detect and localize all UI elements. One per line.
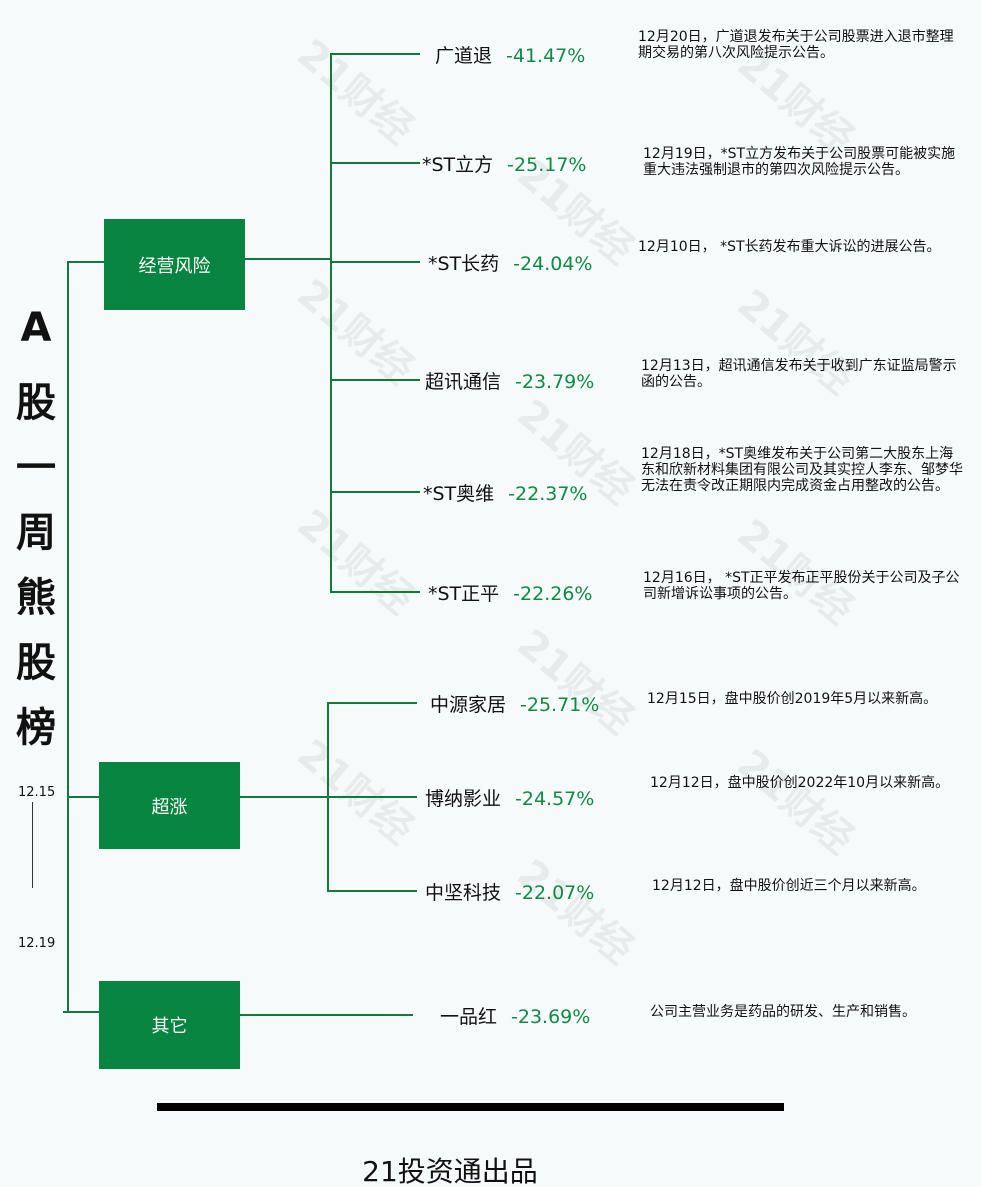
stock-name: *ST奥维 <box>423 483 495 505</box>
title-char: 周 <box>16 510 56 556</box>
stock-name: 中源家居 <box>430 694 507 716</box>
title-char: 一 <box>16 445 56 491</box>
stock-name: *ST正平 <box>428 583 500 605</box>
divider-bar <box>157 1103 784 1111</box>
connector <box>328 796 417 798</box>
stock-entry: *ST长药 -24.04% <box>428 249 592 276</box>
connector <box>331 491 420 493</box>
watermark: 21财经 <box>508 850 643 974</box>
stock-name: *ST长药 <box>428 253 500 275</box>
watermark: 21财经 <box>288 500 423 624</box>
stock-note: 12月10日， *ST长药发布重大诉讼的进展公告。 <box>638 239 941 255</box>
stock-note: 12月19日，*ST立方发布关于公司股票可能被实施重大违法强制退市的第四次风险提… <box>643 146 956 178</box>
stock-entry: 博纳影业 -24.57% <box>425 784 594 811</box>
stock-change: -23.69% <box>511 1006 591 1028</box>
stock-entry: *ST奥维 -22.37% <box>423 479 587 506</box>
branch-line <box>330 53 332 593</box>
watermark: 21财经 <box>508 620 643 744</box>
category-overbought: 超涨 <box>99 762 240 849</box>
stock-note: 12月12日，盘中股价创2022年10月以来新高。 <box>650 775 950 791</box>
stock-change: -25.71% <box>520 694 600 716</box>
watermark: 21财经 <box>288 270 423 394</box>
stock-change: -24.57% <box>515 788 595 810</box>
connector <box>331 261 420 263</box>
category-other: 其它 <box>99 981 240 1069</box>
connector <box>331 591 420 593</box>
connector <box>63 1011 99 1013</box>
connector <box>331 53 420 55</box>
title-char: A <box>20 305 52 351</box>
stock-change: -24.04% <box>513 253 593 275</box>
stock-change: -41.47% <box>506 45 586 67</box>
connector <box>331 379 420 381</box>
stock-note: 12月13日，超讯通信发布关于收到广东证监局警示函的公告。 <box>641 358 957 390</box>
connector <box>67 261 104 263</box>
stock-note: 12月15日，盘中股价创2019年5月以来新高。 <box>647 691 938 707</box>
stock-entry: 超讯通信 -23.79% <box>425 367 594 394</box>
stock-note: 12月18日，*ST奥维发布关于公司第二大股东上海东和欣新材料集团有限公司及其实… <box>641 446 963 494</box>
stock-name: 超讯通信 <box>425 371 502 393</box>
stock-name: 一品红 <box>440 1006 498 1028</box>
stock-entry: *ST立方 -25.17% <box>422 150 586 177</box>
connector <box>67 796 99 798</box>
date-end: 12.19 <box>18 936 56 951</box>
watermark: 21财经 <box>288 30 423 154</box>
watermark: 21财经 <box>728 740 863 864</box>
stock-name: *ST立方 <box>422 154 494 176</box>
stock-entry: 中坚科技 -22.07% <box>425 878 594 905</box>
footer-credit: 21投资通出品 <box>362 1155 538 1187</box>
connector <box>328 702 417 704</box>
title-char: 熊 <box>16 575 56 621</box>
title-char: 股 <box>16 640 56 686</box>
stock-change: -23.79% <box>515 371 595 393</box>
stock-change: -22.26% <box>513 583 593 605</box>
watermark: 21财经 <box>728 510 863 634</box>
stock-note: 12月16日， *ST正平发布正平股份关于公司及子公司新增诉讼事项的公告。 <box>643 570 960 602</box>
stock-name: 博纳影业 <box>425 788 502 810</box>
title-char: 股 <box>16 380 56 426</box>
stock-change: -22.07% <box>515 882 595 904</box>
connector <box>240 796 328 798</box>
stock-change: -25.17% <box>507 154 587 176</box>
stock-entry: 中源家居 -25.71% <box>430 690 599 717</box>
connector <box>331 162 420 164</box>
stock-entry: 广道退 -41.47% <box>435 41 585 68</box>
trunk-line <box>67 261 69 1013</box>
stock-note: 公司主营业务是药品的研发、生产和销售。 <box>650 1004 916 1020</box>
watermark: 21财经 <box>288 730 423 854</box>
stock-name: 中坚科技 <box>425 882 502 904</box>
date-divider <box>32 802 33 888</box>
title-char: 榜 <box>16 705 56 751</box>
connector <box>240 1014 413 1016</box>
date-start: 12.15 <box>18 785 56 800</box>
stock-entry: *ST正平 -22.26% <box>428 579 592 606</box>
stock-entry: 一品红 -23.69% <box>440 1002 590 1029</box>
stock-note: 12月20日，广道退发布关于公司股票进入退市整理期交易的第八次风险提示公告。 <box>638 29 954 61</box>
stock-name: 广道退 <box>435 45 493 67</box>
stock-change: -22.37% <box>508 483 588 505</box>
category-operational-risk: 经营风险 <box>104 219 245 310</box>
connector <box>328 890 417 892</box>
connector <box>245 258 331 260</box>
stock-note: 12月12日，盘中股价创近三个月以来新高。 <box>652 878 926 894</box>
